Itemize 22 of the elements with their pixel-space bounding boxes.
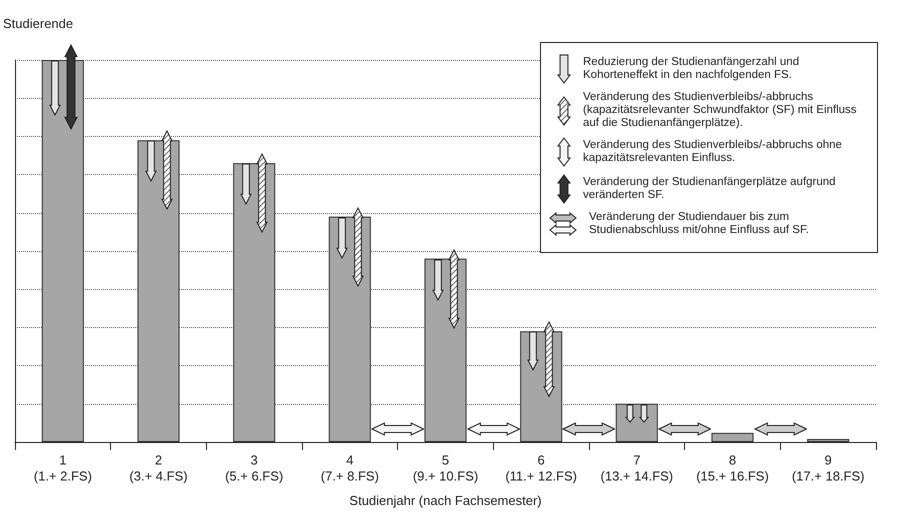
x-tick-label: 4 (7.+ 8.FS) xyxy=(320,452,379,484)
bar xyxy=(328,216,371,442)
bar xyxy=(42,60,84,442)
x-tick-label: 1 (1.+ 2.FS) xyxy=(34,452,92,484)
x-tick-label: 8 (15.+ 16.FS) xyxy=(696,452,769,484)
x-tick-label: 9 (17.+ 18.FS) xyxy=(792,452,864,484)
x-tick-label: 5 (9.+ 10.FS) xyxy=(412,452,478,484)
x-tick-label: 6 (11.+ 12.FS) xyxy=(505,452,577,484)
annotation: Veränderung des Studienverbleibs/-abbruchs (kapazitätsrelevanter Schwundfaktor (SF) mit Einfluss auf die Studienanfängerplätze). xyxy=(583,91,858,130)
annotation: Reduzierung der Studienanfängerzahl und Kohorteneffekt in den nachfolgenden FS. xyxy=(583,56,800,82)
x-tick-label: 3 (5.+ 6.FS) xyxy=(225,452,284,484)
annotation: Veränderung der Studiendauer bis zum Studienabschluss mit/ohne Einfluss auf SF. xyxy=(589,211,810,237)
annotation: Veränderung des Studienverbleibs/-abbruchs ohne kapazitätsrelevanten Einfluss. xyxy=(583,139,843,165)
bar xyxy=(807,438,850,442)
x-tick-label: 2 (3.+ 4.FS) xyxy=(129,452,188,484)
y-axis-title: Studierende xyxy=(3,16,74,31)
bar xyxy=(233,163,276,442)
bar xyxy=(137,140,180,442)
bar xyxy=(711,432,754,442)
annotation: Veränderung der Studienanfängerplätze aufgrund veränderten SF. xyxy=(583,176,837,202)
x-axis-title: Studienjahr (nach Fachsemester) xyxy=(349,493,542,508)
x-tick-label: 7 (13.+ 14.FS) xyxy=(600,452,674,484)
